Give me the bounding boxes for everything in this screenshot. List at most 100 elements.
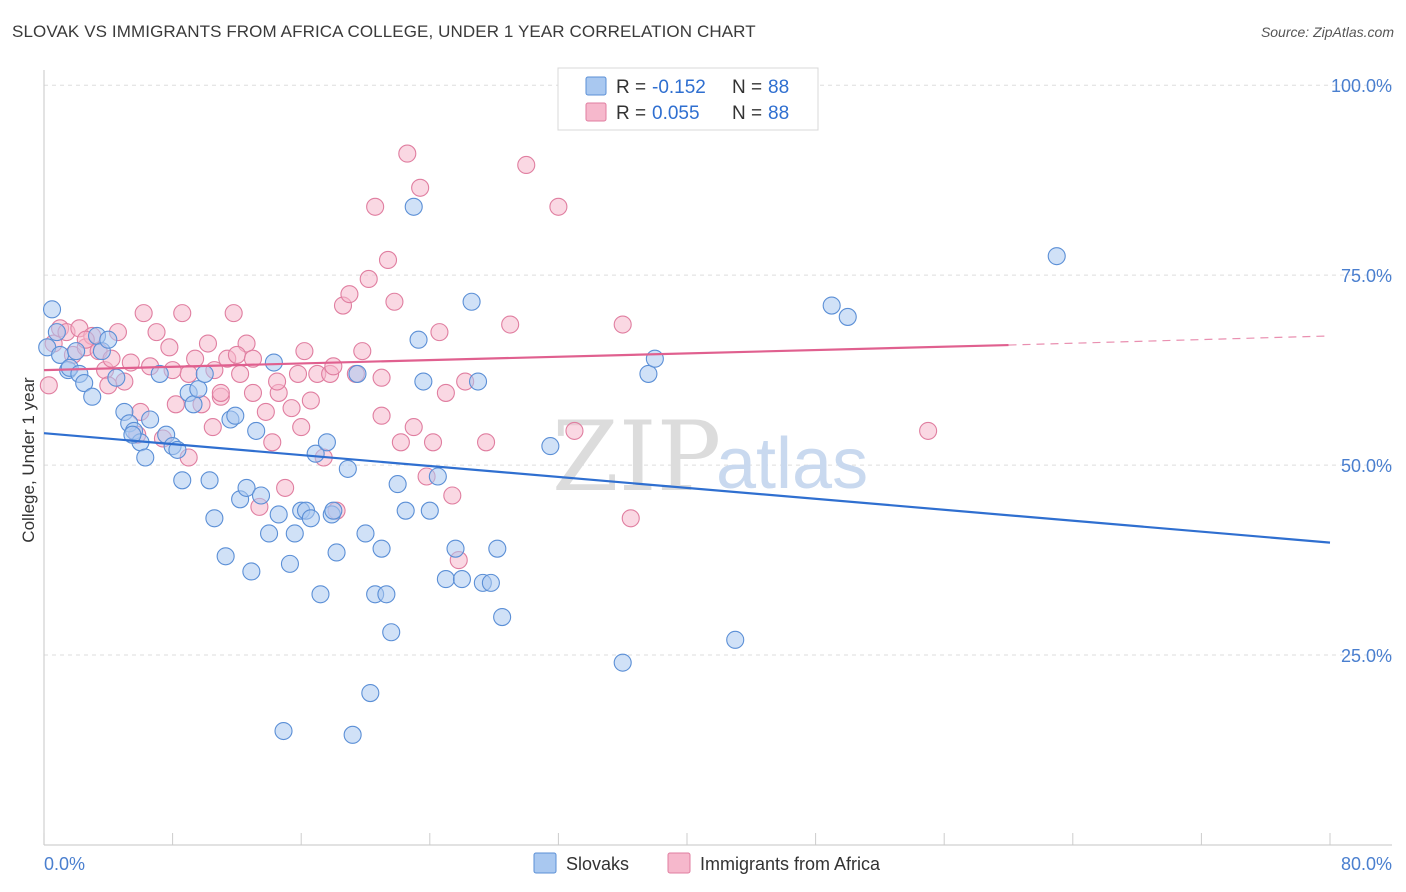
point-africa bbox=[134, 304, 153, 323]
y-tick-label-100: 100.0% bbox=[1331, 76, 1392, 96]
point-africa bbox=[39, 376, 58, 395]
point-slovaks bbox=[184, 395, 203, 414]
point-slovaks bbox=[317, 433, 336, 452]
point-africa bbox=[198, 334, 218, 353]
point-slovaks bbox=[269, 505, 288, 524]
point-africa bbox=[430, 323, 449, 342]
point-slovaks bbox=[123, 425, 142, 444]
point-slovaks bbox=[338, 459, 357, 478]
point-slovaks bbox=[264, 353, 283, 372]
point-slovaks bbox=[404, 197, 423, 216]
legend-swatch-slovaks bbox=[585, 76, 607, 96]
point-slovaks bbox=[409, 330, 428, 349]
point-africa bbox=[211, 383, 230, 402]
point-slovaks bbox=[136, 448, 155, 467]
trend-lines bbox=[43, 335, 1331, 544]
axes bbox=[43, 70, 1392, 846]
point-africa bbox=[166, 395, 185, 414]
point-slovaks bbox=[141, 410, 160, 429]
point-africa bbox=[227, 345, 246, 364]
point-africa bbox=[385, 292, 404, 311]
point-slovaks bbox=[348, 364, 367, 383]
point-slovaks bbox=[99, 330, 118, 349]
point-slovaks bbox=[822, 296, 841, 315]
chart-title: SLOVAK VS IMMIGRANTS FROM AFRICA COLLEGE… bbox=[12, 22, 756, 41]
point-slovaks bbox=[377, 585, 396, 604]
point-slovaks bbox=[436, 570, 455, 589]
point-africa bbox=[276, 478, 295, 497]
watermark-zip: ZIP bbox=[552, 401, 721, 513]
point-africa bbox=[224, 304, 243, 323]
point-africa bbox=[340, 285, 359, 304]
point-africa bbox=[565, 421, 584, 440]
point-africa bbox=[549, 197, 568, 216]
point-slovaks bbox=[541, 437, 560, 456]
grid-lines bbox=[44, 84, 1392, 656]
point-africa bbox=[256, 402, 275, 421]
point-slovaks bbox=[216, 547, 235, 566]
point-slovaks bbox=[838, 307, 857, 326]
point-slovaks bbox=[173, 471, 192, 490]
point-africa bbox=[436, 383, 455, 402]
point-africa bbox=[372, 406, 391, 425]
point-slovaks bbox=[372, 539, 391, 558]
bottom-legend-africa: Immigrants from Africa bbox=[700, 854, 881, 874]
trend-line-slovaks bbox=[43, 432, 1331, 544]
point-slovaks bbox=[259, 524, 279, 543]
point-slovaks bbox=[414, 372, 433, 391]
bottom-legend-slovaks: Slovaks bbox=[566, 854, 629, 874]
point-slovaks bbox=[301, 509, 320, 528]
point-slovaks bbox=[47, 323, 66, 342]
point-slovaks bbox=[247, 421, 266, 440]
y-tick-labels: 25.0% 50.0% 75.0% 100.0% bbox=[1331, 76, 1392, 666]
point-slovaks bbox=[396, 501, 415, 520]
legend-r-value-2: 0.055 bbox=[652, 103, 700, 124]
point-africa bbox=[613, 315, 632, 334]
bottom-legend-swatch-slovaks bbox=[533, 852, 557, 874]
point-slovaks bbox=[446, 539, 465, 558]
y-tick-label-50: 50.0% bbox=[1341, 456, 1392, 476]
point-africa bbox=[147, 323, 166, 342]
y-tick-label-75: 75.0% bbox=[1341, 266, 1392, 286]
point-slovaks bbox=[327, 543, 346, 562]
point-africa bbox=[378, 250, 398, 270]
bottom-legend: Slovaks Immigrants from Africa bbox=[533, 852, 881, 874]
point-slovaks bbox=[200, 471, 219, 490]
point-slovaks bbox=[83, 387, 102, 406]
watermark-atlas: atlas bbox=[716, 424, 868, 504]
point-slovaks bbox=[189, 380, 208, 399]
point-slovaks bbox=[1047, 247, 1066, 266]
x-tick-label-min: 0.0% bbox=[44, 854, 85, 874]
legend-r-value-1: -0.152 bbox=[652, 77, 706, 98]
point-africa bbox=[268, 372, 287, 391]
point-africa bbox=[301, 391, 320, 410]
point-slovaks bbox=[726, 630, 745, 649]
legend-n-label-2: N = bbox=[732, 103, 762, 124]
point-slovaks bbox=[226, 406, 245, 425]
source-label: Source: ZipAtlas.com bbox=[1260, 24, 1394, 40]
point-slovaks bbox=[639, 364, 658, 383]
point-africa bbox=[173, 304, 192, 323]
x-axis-ticks bbox=[43, 833, 1331, 845]
legend-n-value-2: 88 bbox=[768, 103, 789, 124]
legend-r-label-2: R = bbox=[616, 103, 646, 124]
point-slovaks bbox=[488, 539, 507, 558]
point-slovaks bbox=[195, 364, 214, 383]
point-africa bbox=[411, 178, 430, 197]
legend-swatch-africa bbox=[585, 102, 607, 122]
legend: R = -0.152 N = 88 R = 0.055 N = 88 bbox=[557, 67, 819, 131]
point-africa bbox=[288, 364, 308, 383]
point-slovaks bbox=[481, 573, 500, 592]
point-slovaks bbox=[251, 486, 271, 505]
point-africa bbox=[366, 197, 385, 216]
bottom-legend-swatch-africa bbox=[667, 852, 691, 874]
point-africa bbox=[501, 315, 520, 334]
series-slovaks bbox=[38, 197, 1066, 744]
y-axis-label: College, Under 1 year bbox=[19, 377, 38, 543]
point-slovaks bbox=[311, 585, 330, 604]
point-slovaks bbox=[388, 475, 407, 494]
legend-n-value-1: 88 bbox=[768, 77, 789, 98]
legend-r-label-1: R = bbox=[616, 77, 646, 98]
point-africa bbox=[517, 155, 536, 175]
point-slovaks bbox=[107, 368, 126, 387]
